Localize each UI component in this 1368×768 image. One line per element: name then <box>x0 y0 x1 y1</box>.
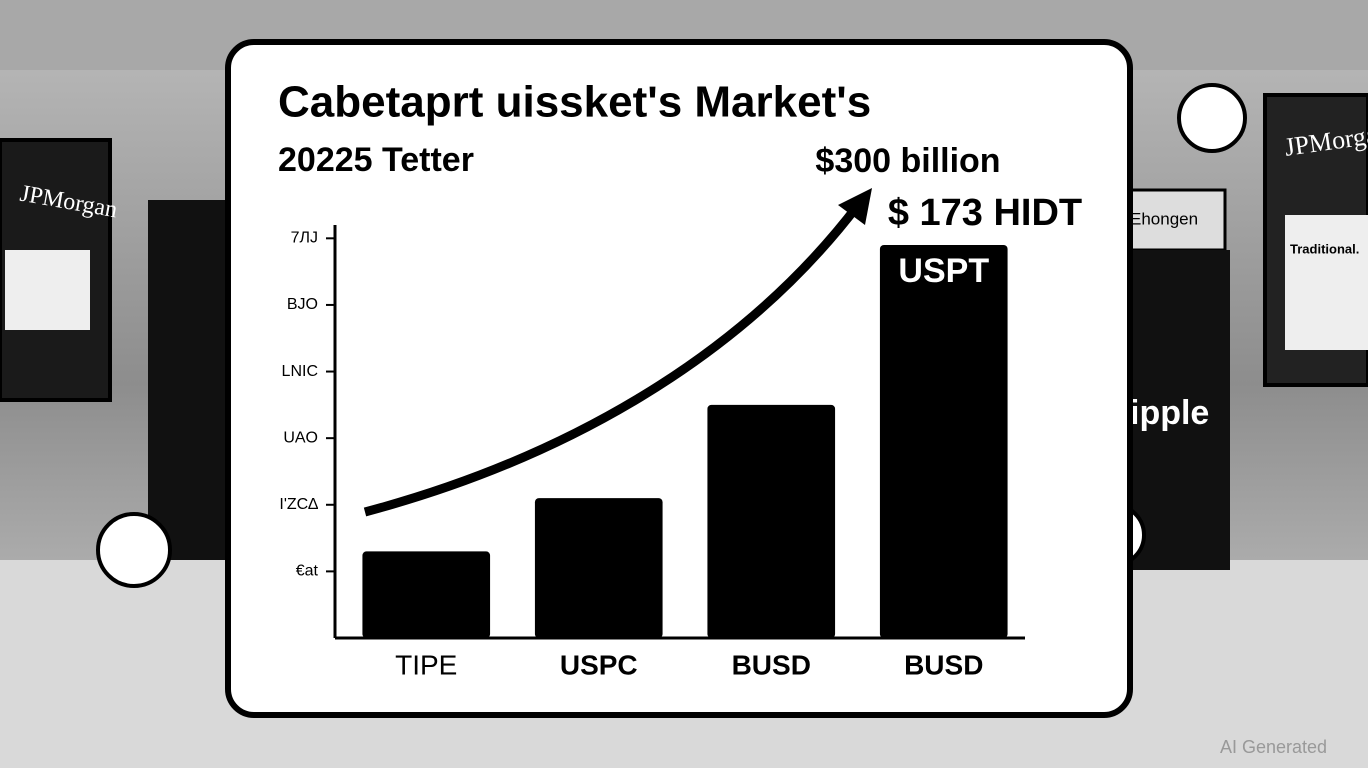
bar <box>362 551 491 638</box>
watermark: AI Generated <box>1220 737 1327 757</box>
trend-arrow <box>363 202 862 517</box>
label-text: Ehongen <box>1130 209 1198 228</box>
right-door <box>1125 250 1230 570</box>
x-tick-label: TIPE <box>395 649 457 680</box>
x-tick-label: BUSD <box>732 649 811 680</box>
y-tick-label: UAO <box>283 429 318 446</box>
y-tick-label: 7ЛJ <box>291 230 318 247</box>
x-tick-label: BUSD <box>904 649 983 680</box>
left-card <box>5 250 90 330</box>
annotation: $ 173 HIDT <box>888 192 1082 234</box>
right-label-box <box>1123 188 1227 252</box>
bar <box>879 244 1008 638</box>
right-card-box <box>1285 215 1368 350</box>
arrow-head <box>838 188 872 225</box>
y-tick-label: €at <box>296 563 319 580</box>
bar <box>707 404 836 638</box>
chart-subtitle: 20225 Tetter <box>278 141 474 179</box>
left-screen <box>0 138 112 402</box>
y-tick-label: I'ZC∆ <box>279 496 318 513</box>
annotation: $300 billion <box>815 142 1000 180</box>
chart-title: Cabetaprt uissket's Market's <box>278 78 871 127</box>
dollar-bubble <box>96 512 172 588</box>
bar <box>534 498 663 638</box>
icon-bubble <box>1177 83 1247 153</box>
y-tick-label: LNIC <box>282 363 318 380</box>
y-tick-label: BJO <box>287 296 318 313</box>
left-door <box>148 200 233 560</box>
card-text: Traditional. <box>1290 241 1359 256</box>
x-tick-label: USPC <box>560 649 638 680</box>
bar-label: USPT <box>898 252 989 290</box>
brand-text: ipple <box>1130 394 1209 432</box>
